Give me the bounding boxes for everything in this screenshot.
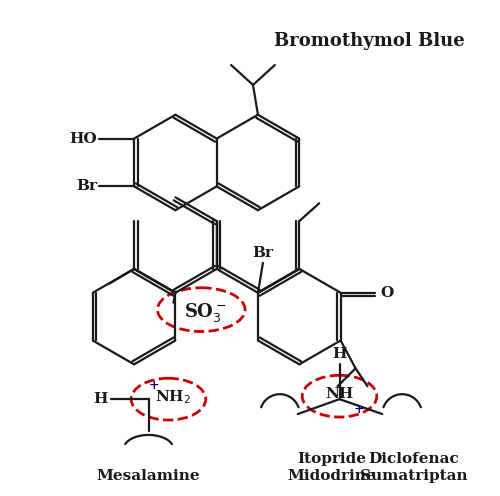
Text: Itopride: Itopride xyxy=(297,452,366,466)
Text: +: + xyxy=(354,403,364,416)
Text: Sumatriptan: Sumatriptan xyxy=(360,469,468,483)
Text: Midodrine: Midodrine xyxy=(287,469,376,483)
Text: H: H xyxy=(94,392,108,406)
Text: HO: HO xyxy=(70,131,98,146)
Text: Bromothymol Blue: Bromothymol Blue xyxy=(274,32,464,50)
Text: Diclofenac: Diclofenac xyxy=(368,452,460,466)
Text: +: + xyxy=(148,379,159,392)
Text: NH: NH xyxy=(326,387,353,401)
Text: SO$_3^-$: SO$_3^-$ xyxy=(184,301,226,324)
Text: Br: Br xyxy=(252,246,274,260)
Text: NH$_2$: NH$_2$ xyxy=(156,388,192,406)
Text: Mesalamine: Mesalamine xyxy=(97,469,200,483)
Text: Br: Br xyxy=(76,180,98,193)
Text: O: O xyxy=(380,286,394,300)
Text: H: H xyxy=(332,347,346,362)
